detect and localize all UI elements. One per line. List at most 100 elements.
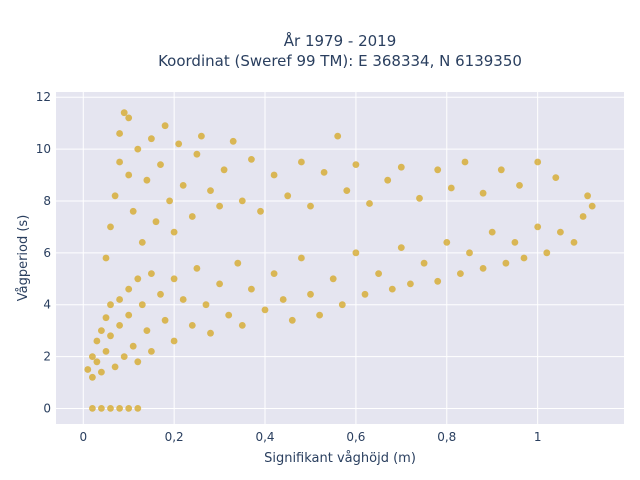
data-point xyxy=(388,285,396,293)
data-point xyxy=(138,301,146,309)
data-point xyxy=(157,290,164,298)
data-point xyxy=(238,322,246,329)
data-point xyxy=(279,296,287,303)
data-point xyxy=(102,314,110,322)
x-axis-ticks: 0 0,2 0,4 0,6 0,8 1 xyxy=(79,430,541,444)
data-point xyxy=(175,140,183,148)
data-point xyxy=(570,239,578,246)
data-point xyxy=(238,197,246,205)
data-point xyxy=(520,254,528,262)
data-point xyxy=(98,405,105,412)
data-point xyxy=(534,223,542,231)
data-point xyxy=(316,311,323,319)
data-point xyxy=(116,130,123,137)
x-tick-label: 0,8 xyxy=(437,430,456,444)
data-point xyxy=(307,290,314,298)
data-point xyxy=(148,270,155,277)
data-point xyxy=(102,254,110,262)
data-point xyxy=(170,228,178,236)
data-point xyxy=(234,259,242,267)
data-point xyxy=(125,114,133,122)
data-points xyxy=(84,109,596,412)
y-tick-label: 0 xyxy=(43,401,51,415)
data-point xyxy=(198,132,205,140)
data-point xyxy=(257,207,264,215)
data-point xyxy=(107,332,114,340)
data-point xyxy=(557,228,564,236)
data-point xyxy=(148,348,155,355)
data-point xyxy=(161,122,169,130)
y-tick-label: 4 xyxy=(43,298,51,312)
data-point xyxy=(361,290,369,298)
data-point xyxy=(511,239,519,246)
y-tick-label: 6 xyxy=(43,246,51,260)
data-point xyxy=(420,259,428,267)
y-axis-ticks: 0 2 4 6 8 10 12 xyxy=(36,90,51,415)
data-point xyxy=(107,301,114,309)
data-point xyxy=(588,202,596,210)
data-point xyxy=(461,158,469,166)
data-point xyxy=(479,189,487,197)
data-point xyxy=(543,249,551,257)
data-point xyxy=(466,249,473,257)
data-point xyxy=(443,239,451,246)
data-point xyxy=(352,249,360,257)
data-point xyxy=(261,306,269,314)
data-point xyxy=(125,171,133,179)
data-point xyxy=(102,348,110,355)
data-point xyxy=(134,145,142,153)
data-point xyxy=(248,156,255,163)
data-point xyxy=(116,322,123,329)
data-point xyxy=(111,363,119,371)
data-point xyxy=(188,322,196,329)
y-tick-label: 12 xyxy=(36,90,51,104)
y-tick-label: 2 xyxy=(43,350,51,364)
data-point xyxy=(434,277,442,285)
data-point xyxy=(161,316,169,324)
data-point xyxy=(329,275,337,283)
data-point xyxy=(116,158,123,166)
data-point xyxy=(534,158,542,166)
data-point xyxy=(125,405,133,412)
data-point xyxy=(107,405,114,412)
data-point xyxy=(397,163,405,171)
data-point xyxy=(338,301,346,309)
data-point xyxy=(248,285,255,293)
data-point xyxy=(89,353,96,360)
data-point xyxy=(447,184,455,192)
data-point xyxy=(84,366,92,373)
data-point xyxy=(225,311,233,319)
data-point xyxy=(202,301,210,309)
data-point xyxy=(334,132,342,140)
x-tick-label: 0,6 xyxy=(346,430,365,444)
data-point xyxy=(229,137,237,145)
data-point xyxy=(116,405,123,412)
data-point xyxy=(179,296,187,303)
data-point xyxy=(366,200,373,207)
data-point xyxy=(98,327,105,334)
data-point xyxy=(116,296,123,303)
data-point xyxy=(457,270,464,277)
y-tick-label: 10 xyxy=(36,142,51,156)
x-tick-label: 0 xyxy=(79,430,87,444)
x-tick-label: 1 xyxy=(534,430,542,444)
data-point xyxy=(497,166,505,174)
data-point xyxy=(170,275,178,283)
data-point xyxy=(107,223,114,231)
data-point xyxy=(584,192,591,200)
chart-title-line-2: Koordinat (Sweref 99 TM): E 368334, N 61… xyxy=(158,52,522,70)
data-point xyxy=(298,158,305,166)
data-point xyxy=(129,207,137,215)
data-point xyxy=(207,329,214,337)
data-point xyxy=(384,176,392,184)
data-point xyxy=(111,192,119,200)
data-point xyxy=(148,135,155,143)
data-point xyxy=(125,311,133,319)
data-point xyxy=(220,166,228,174)
data-point xyxy=(416,194,423,202)
chart-title-line-1: År 1979 - 2019 xyxy=(284,31,397,50)
y-tick-label: 8 xyxy=(43,194,51,208)
data-point xyxy=(134,405,142,412)
